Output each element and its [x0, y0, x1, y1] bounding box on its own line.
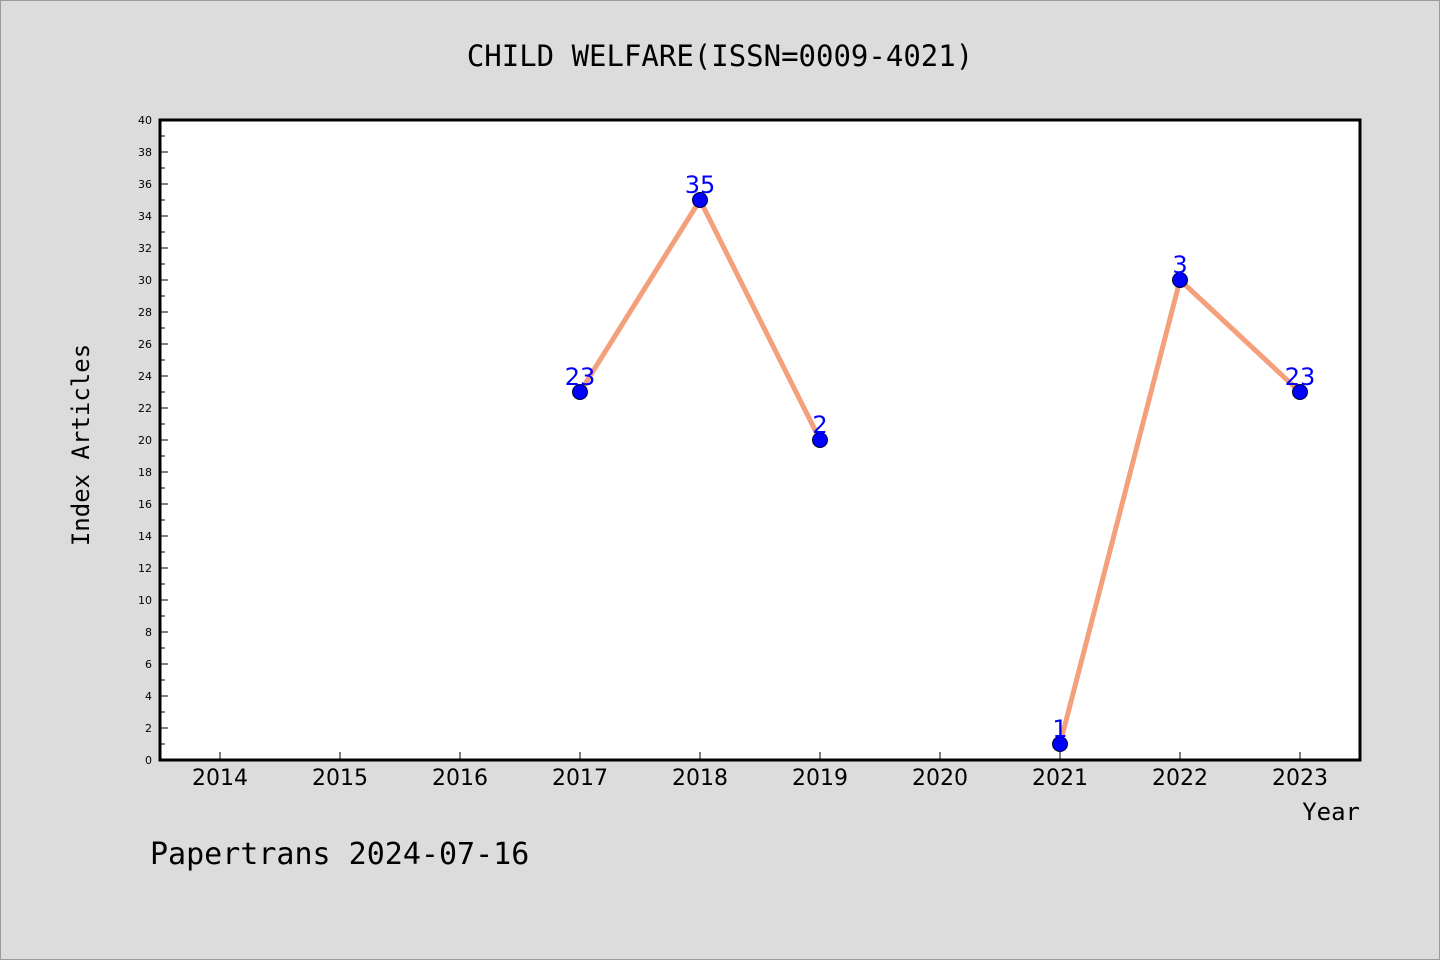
y-tick-label: 36	[138, 178, 152, 191]
y-tick-label: 20	[138, 434, 152, 447]
y-tick-label: 24	[138, 370, 152, 383]
x-tick-label: 2016	[432, 766, 488, 791]
data-point	[692, 192, 708, 208]
y-tick-label: 30	[138, 274, 152, 287]
series-points	[572, 192, 1308, 752]
y-tick-label: 16	[138, 498, 152, 511]
y-tick-label: 14	[138, 530, 152, 543]
y-tick-label: 38	[138, 146, 152, 159]
y-tick-label: 0	[145, 754, 152, 767]
x-tick-label: 2019	[792, 766, 848, 791]
x-tick-label: 2015	[312, 766, 368, 791]
x-tick-label: 2022	[1152, 766, 1208, 791]
x-tick-label: 2021	[1032, 766, 1088, 791]
data-label: 35	[685, 171, 716, 199]
data-point	[572, 384, 588, 400]
data-labels: 23 35 2 1 3 23	[565, 171, 1316, 743]
data-point	[812, 432, 828, 448]
data-point	[1172, 272, 1188, 288]
data-label: 2	[812, 411, 827, 439]
x-axis-label: Year	[1302, 798, 1360, 826]
y-tick-label: 26	[138, 338, 152, 351]
x-axis: 2014 2015 2016 2017 2018 2019 2020 2021 2022 2023	[192, 752, 1328, 791]
y-tick-label: 40	[138, 114, 152, 127]
x-tick-label: 2020	[912, 766, 968, 791]
y-tick-label: 4	[145, 690, 152, 703]
x-tick-label: 2017	[552, 766, 608, 791]
y-axis-label: Index Articles	[67, 344, 95, 546]
y-tick-label: 8	[145, 626, 152, 639]
y-tick-label: 28	[138, 306, 152, 319]
plot-area	[158, 118, 1362, 762]
x-tick-label: 2023	[1272, 766, 1328, 791]
y-tick-label: 12	[138, 562, 152, 575]
data-label: 1	[1052, 715, 1067, 743]
y-tick-label: 6	[145, 658, 152, 671]
data-point	[1052, 736, 1068, 752]
y-tick-label: 2	[145, 722, 152, 735]
y-tick-label: 22	[138, 402, 152, 415]
x-tick-label: 2018	[672, 766, 728, 791]
data-point	[1292, 384, 1308, 400]
y-tick-label: 10	[138, 594, 152, 607]
y-tick-label: 18	[138, 466, 152, 479]
x-tick-label: 2014	[192, 766, 248, 791]
chart-title: CHILD WELFARE(ISSN=0009-4021)	[467, 39, 973, 73]
footer-text: Papertrans 2024-07-16	[150, 837, 529, 872]
data-label: 23	[565, 363, 596, 391]
y-tick-label: 32	[138, 242, 152, 255]
data-label: 23	[1285, 363, 1316, 391]
data-label: 3	[1172, 251, 1187, 279]
y-tick-label: 34	[138, 210, 152, 223]
